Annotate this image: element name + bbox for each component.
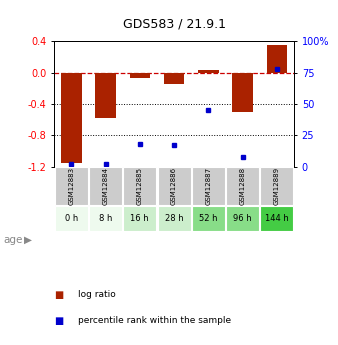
Text: GSM12883: GSM12883 [68,167,74,205]
Text: 0 h: 0 h [65,214,78,223]
Text: ■: ■ [54,290,63,300]
Bar [198,70,219,73]
Text: 52 h: 52 h [199,214,218,223]
Bar [192,206,225,231]
Bar [261,167,293,205]
Text: 144 h: 144 h [265,214,289,223]
Bar [95,73,116,118]
Bar [89,167,122,205]
Bar [89,206,122,231]
Bar [129,73,150,78]
Text: ▶: ▶ [24,235,32,245]
Text: GSM12888: GSM12888 [240,167,246,205]
Text: 96 h: 96 h [233,214,252,223]
Text: age: age [3,235,23,245]
Bar [123,167,156,205]
Text: ■: ■ [54,316,63,326]
Text: percentile rank within the sample: percentile rank within the sample [78,316,231,325]
Bar [232,73,253,112]
Text: GSM12884: GSM12884 [102,167,108,205]
Bar [158,206,191,231]
Text: 28 h: 28 h [165,214,184,223]
Bar [123,206,156,231]
Bar [226,167,259,205]
Text: GSM12886: GSM12886 [171,167,177,205]
Bar [192,167,225,205]
Bar [261,206,293,231]
Text: GSM12889: GSM12889 [274,167,280,205]
Text: 8 h: 8 h [99,214,112,223]
Bar [55,167,88,205]
Text: GSM12885: GSM12885 [137,167,143,205]
Text: log ratio: log ratio [78,290,116,299]
Text: GDS583 / 21.9.1: GDS583 / 21.9.1 [123,18,225,31]
Text: 16 h: 16 h [130,214,149,223]
Bar [55,206,88,231]
Bar [158,167,191,205]
Bar [164,73,184,83]
Bar [267,45,287,73]
Bar [226,206,259,231]
Text: GSM12887: GSM12887 [206,167,211,205]
Bar [61,73,81,163]
